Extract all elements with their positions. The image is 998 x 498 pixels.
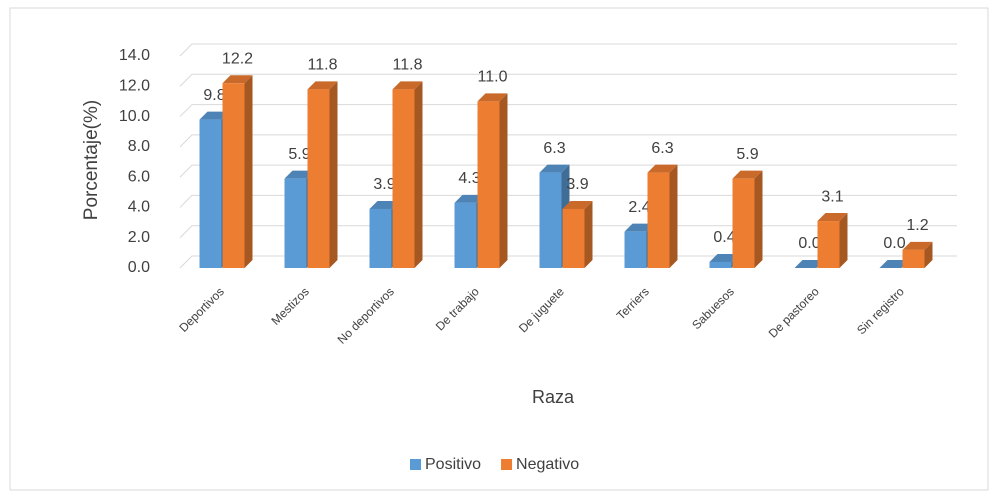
bar-top xyxy=(284,170,315,179)
data-label: 0.4 xyxy=(713,229,735,246)
bar-top xyxy=(307,81,338,90)
bar-side xyxy=(839,213,848,268)
y-tick-label: 2.0 xyxy=(128,229,150,246)
bar xyxy=(562,200,593,268)
bar xyxy=(222,75,253,268)
bar-top xyxy=(369,200,400,209)
bar-side xyxy=(499,93,508,268)
y-tick-label: 8.0 xyxy=(128,138,150,155)
bar-side xyxy=(414,81,423,268)
x-axis-title: Raza xyxy=(532,387,575,407)
bar-side xyxy=(924,241,933,268)
grid-line xyxy=(179,164,957,178)
legend-label: Positivo xyxy=(425,456,481,473)
bar-top xyxy=(732,170,763,179)
bar-top xyxy=(817,213,848,222)
bar xyxy=(879,260,910,268)
bar-top xyxy=(222,75,253,84)
bar-front xyxy=(222,83,245,268)
bar-side xyxy=(669,164,678,268)
bar-front xyxy=(392,89,415,268)
bar-front xyxy=(562,208,585,268)
legend-swatch xyxy=(410,459,421,470)
bar-front xyxy=(709,261,732,268)
data-label: 3.9 xyxy=(373,176,395,193)
bar xyxy=(794,260,825,268)
data-label: 3.1 xyxy=(821,188,843,205)
bar-top xyxy=(454,194,485,203)
bar-front xyxy=(817,221,840,268)
bar-front xyxy=(732,178,755,268)
bar-front xyxy=(902,249,925,268)
data-label: 12.2 xyxy=(222,50,253,67)
bar-front xyxy=(284,178,307,268)
bar-front xyxy=(369,208,392,268)
data-label: 11.8 xyxy=(308,57,338,74)
bar-side xyxy=(754,170,763,268)
bar-front xyxy=(647,172,670,268)
bar-top xyxy=(539,164,570,173)
bar xyxy=(307,81,338,268)
bar-front xyxy=(624,231,647,268)
data-label: 11.0 xyxy=(478,69,508,86)
bar xyxy=(647,164,678,268)
bar-top xyxy=(794,260,825,268)
data-label: 4.3 xyxy=(458,170,480,187)
bar xyxy=(732,170,763,268)
data-label: 11.8 xyxy=(393,57,423,74)
bar-top xyxy=(199,111,230,120)
bar-side xyxy=(244,75,253,268)
legend-swatch xyxy=(501,459,513,470)
bar xyxy=(902,241,933,268)
data-label: 5.9 xyxy=(288,146,310,163)
data-label: 0.0 xyxy=(883,235,905,252)
bar-top xyxy=(562,200,593,209)
data-label: 2.4 xyxy=(628,199,650,216)
data-label: 6.3 xyxy=(543,140,565,157)
y-tick-label: 0.0 xyxy=(128,259,150,276)
grid-line xyxy=(179,255,957,269)
bar-top xyxy=(879,260,910,268)
bar-side xyxy=(584,200,593,268)
data-label: 6.3 xyxy=(651,140,673,157)
bar-top xyxy=(647,164,678,173)
bar-front xyxy=(307,89,330,268)
y-tick-label: 14.0 xyxy=(119,47,150,64)
data-label: 3.9 xyxy=(566,176,588,193)
bar-front xyxy=(199,119,222,268)
legend-label: Negativo xyxy=(516,456,579,473)
grid-line xyxy=(179,194,957,208)
bar-front xyxy=(477,101,500,268)
bar-top xyxy=(392,81,423,90)
y-axis-title: Porcentaje(%) xyxy=(81,100,102,220)
grid-line xyxy=(179,225,957,239)
y-tick-label: 6.0 xyxy=(128,168,150,185)
grid-line xyxy=(179,43,957,57)
grid-line xyxy=(179,104,957,117)
y-tick-label: 4.0 xyxy=(128,199,150,216)
data-label: 5.9 xyxy=(736,146,758,163)
bar xyxy=(817,213,848,268)
bar-front xyxy=(539,172,562,268)
bar-side xyxy=(329,81,338,268)
y-tick-label: 12.0 xyxy=(119,78,150,95)
data-label: 9.8 xyxy=(203,87,225,104)
data-label: 0.0 xyxy=(798,235,820,252)
grid-line xyxy=(179,73,957,87)
bar-top xyxy=(709,253,740,262)
data-label: 1.2 xyxy=(906,217,928,234)
bar-top xyxy=(477,93,508,102)
bar-front xyxy=(454,202,477,268)
y-tick-label: 10.0 xyxy=(119,108,150,125)
grid-line xyxy=(179,134,957,148)
bar-top xyxy=(624,223,655,232)
bar xyxy=(392,81,423,268)
bar-top xyxy=(902,241,933,250)
bar xyxy=(477,93,508,268)
